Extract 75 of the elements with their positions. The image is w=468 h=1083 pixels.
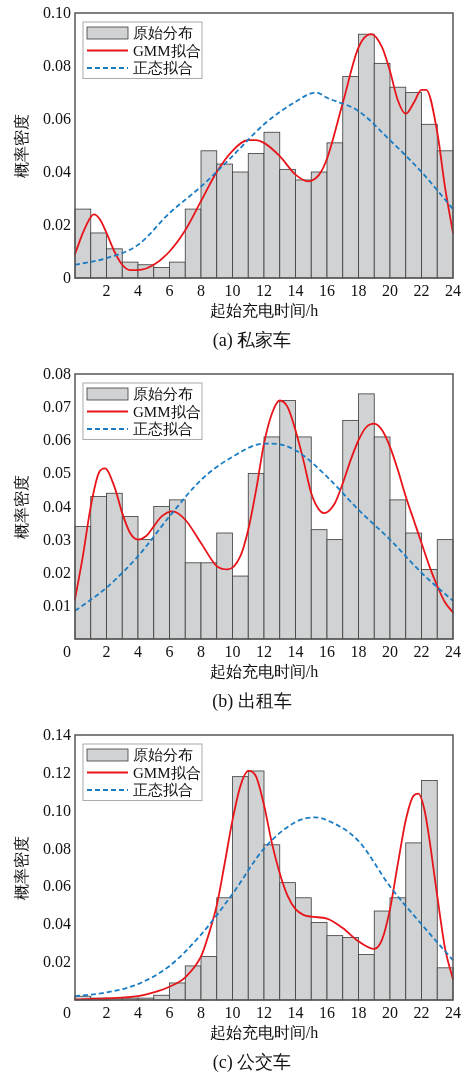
y-tick-label: 0.02 [43, 216, 71, 233]
x-tick-label: 2 [102, 1004, 111, 1021]
y-tick-label: 0.04 [43, 915, 71, 933]
x-tick-label: 12 [256, 282, 272, 299]
y-tick-label: 0.14 [43, 726, 71, 743]
legend-label: GMM拟合 [133, 764, 201, 781]
x-tick-label: 22 [413, 643, 430, 660]
legend-label: 原始分布 [133, 747, 193, 763]
x-tick-label: 2 [102, 643, 111, 660]
x-axis-title: 起始充电时间/h [209, 663, 319, 680]
x-tick-label: 14 [287, 1004, 304, 1021]
x-tick-label: 12 [256, 643, 272, 660]
y-tick-label: 0.04 [43, 497, 71, 515]
y-tick-label: 0.08 [43, 839, 71, 857]
x-tick-label: 22 [413, 282, 430, 299]
legend-label: GMM拟合 [133, 42, 201, 59]
legend-label: 原始分布 [133, 386, 193, 402]
y-tick-label: 0.05 [43, 464, 71, 482]
x-tick-label: 20 [382, 1004, 398, 1021]
x-tick-label: 6 [165, 1004, 174, 1021]
y-tick-label: 0.06 [43, 110, 71, 127]
y-tick-label: 0.06 [43, 431, 71, 449]
y-tick-label: 0.01 [43, 596, 71, 614]
y-axis-title: 概率密度 [13, 835, 30, 900]
y-axis-title: 概率密度 [13, 113, 30, 178]
legend-label: GMM拟合 [133, 403, 201, 420]
x-tick-label: 10 [224, 643, 241, 660]
y-tick-label: 0.07 [43, 398, 71, 416]
text: (b) 出租车 [212, 691, 292, 712]
x-tick-label: 8 [197, 282, 205, 299]
x-axis-title: 起始充电时间/h [209, 302, 319, 319]
x-tick-label: 16 [319, 643, 335, 660]
x-tick-label: 24 [445, 282, 461, 299]
x-tick-label: 12 [256, 1004, 272, 1021]
legend-label: 正态拟合 [133, 421, 193, 437]
y-tick-label: 0.03 [43, 530, 71, 548]
y-tick-label: 0.02 [43, 563, 71, 581]
y-tick-label: 0.06 [43, 877, 71, 895]
x-tick-label: 20 [382, 282, 398, 299]
legend-label: 正态拟合 [133, 782, 193, 798]
x-tick-label: 18 [350, 643, 367, 660]
y-tick-label: 0.04 [43, 163, 71, 180]
x-axis-title: 起始充电时间/h [209, 1024, 319, 1041]
legend-label: 正态拟合 [133, 60, 193, 76]
x-tick-label: 14 [287, 282, 304, 299]
x-tick-label: 4 [134, 1004, 142, 1021]
y-tick-label: 0 [63, 269, 71, 286]
x-tick-label: 20 [382, 643, 398, 660]
y-tick-label: 0.02 [43, 953, 71, 971]
x-tick-label: 2 [102, 282, 111, 299]
y-tick-label: 0.08 [43, 57, 71, 74]
x-tick-label: 8 [197, 643, 205, 660]
x-tick-label: 24 [445, 1004, 461, 1021]
y-tick-label: 0.08 [43, 365, 71, 382]
x-tick-label: 8 [197, 1004, 205, 1021]
y-tick-label: 0.12 [43, 763, 71, 781]
x-tick-label: 4 [134, 643, 142, 660]
x-tick-label: 18 [350, 282, 367, 299]
x-tick-label: 18 [350, 1004, 367, 1021]
x-tick-label: 6 [165, 282, 174, 299]
x-tick-label: 14 [287, 643, 304, 660]
x-tick-label: 24 [445, 643, 461, 660]
text: (a) 私家车 [212, 330, 292, 351]
y-tick-label: 0.10 [43, 4, 71, 21]
x-tick-label: 10 [224, 282, 241, 299]
x-tick-label: 6 [165, 643, 174, 660]
y-axis-title: 概率密度 [13, 474, 30, 539]
x-tick-label: 10 [224, 1004, 241, 1021]
text: (c) 公交车 [212, 1052, 292, 1073]
x-tick-label: 16 [319, 1004, 335, 1021]
x-tick-label: 4 [134, 282, 142, 299]
y-tick-label: 0.10 [43, 801, 71, 819]
x-tick-label: 16 [319, 282, 335, 299]
x-tick-label: 22 [413, 1004, 430, 1021]
legend-label: 原始分布 [133, 25, 193, 41]
